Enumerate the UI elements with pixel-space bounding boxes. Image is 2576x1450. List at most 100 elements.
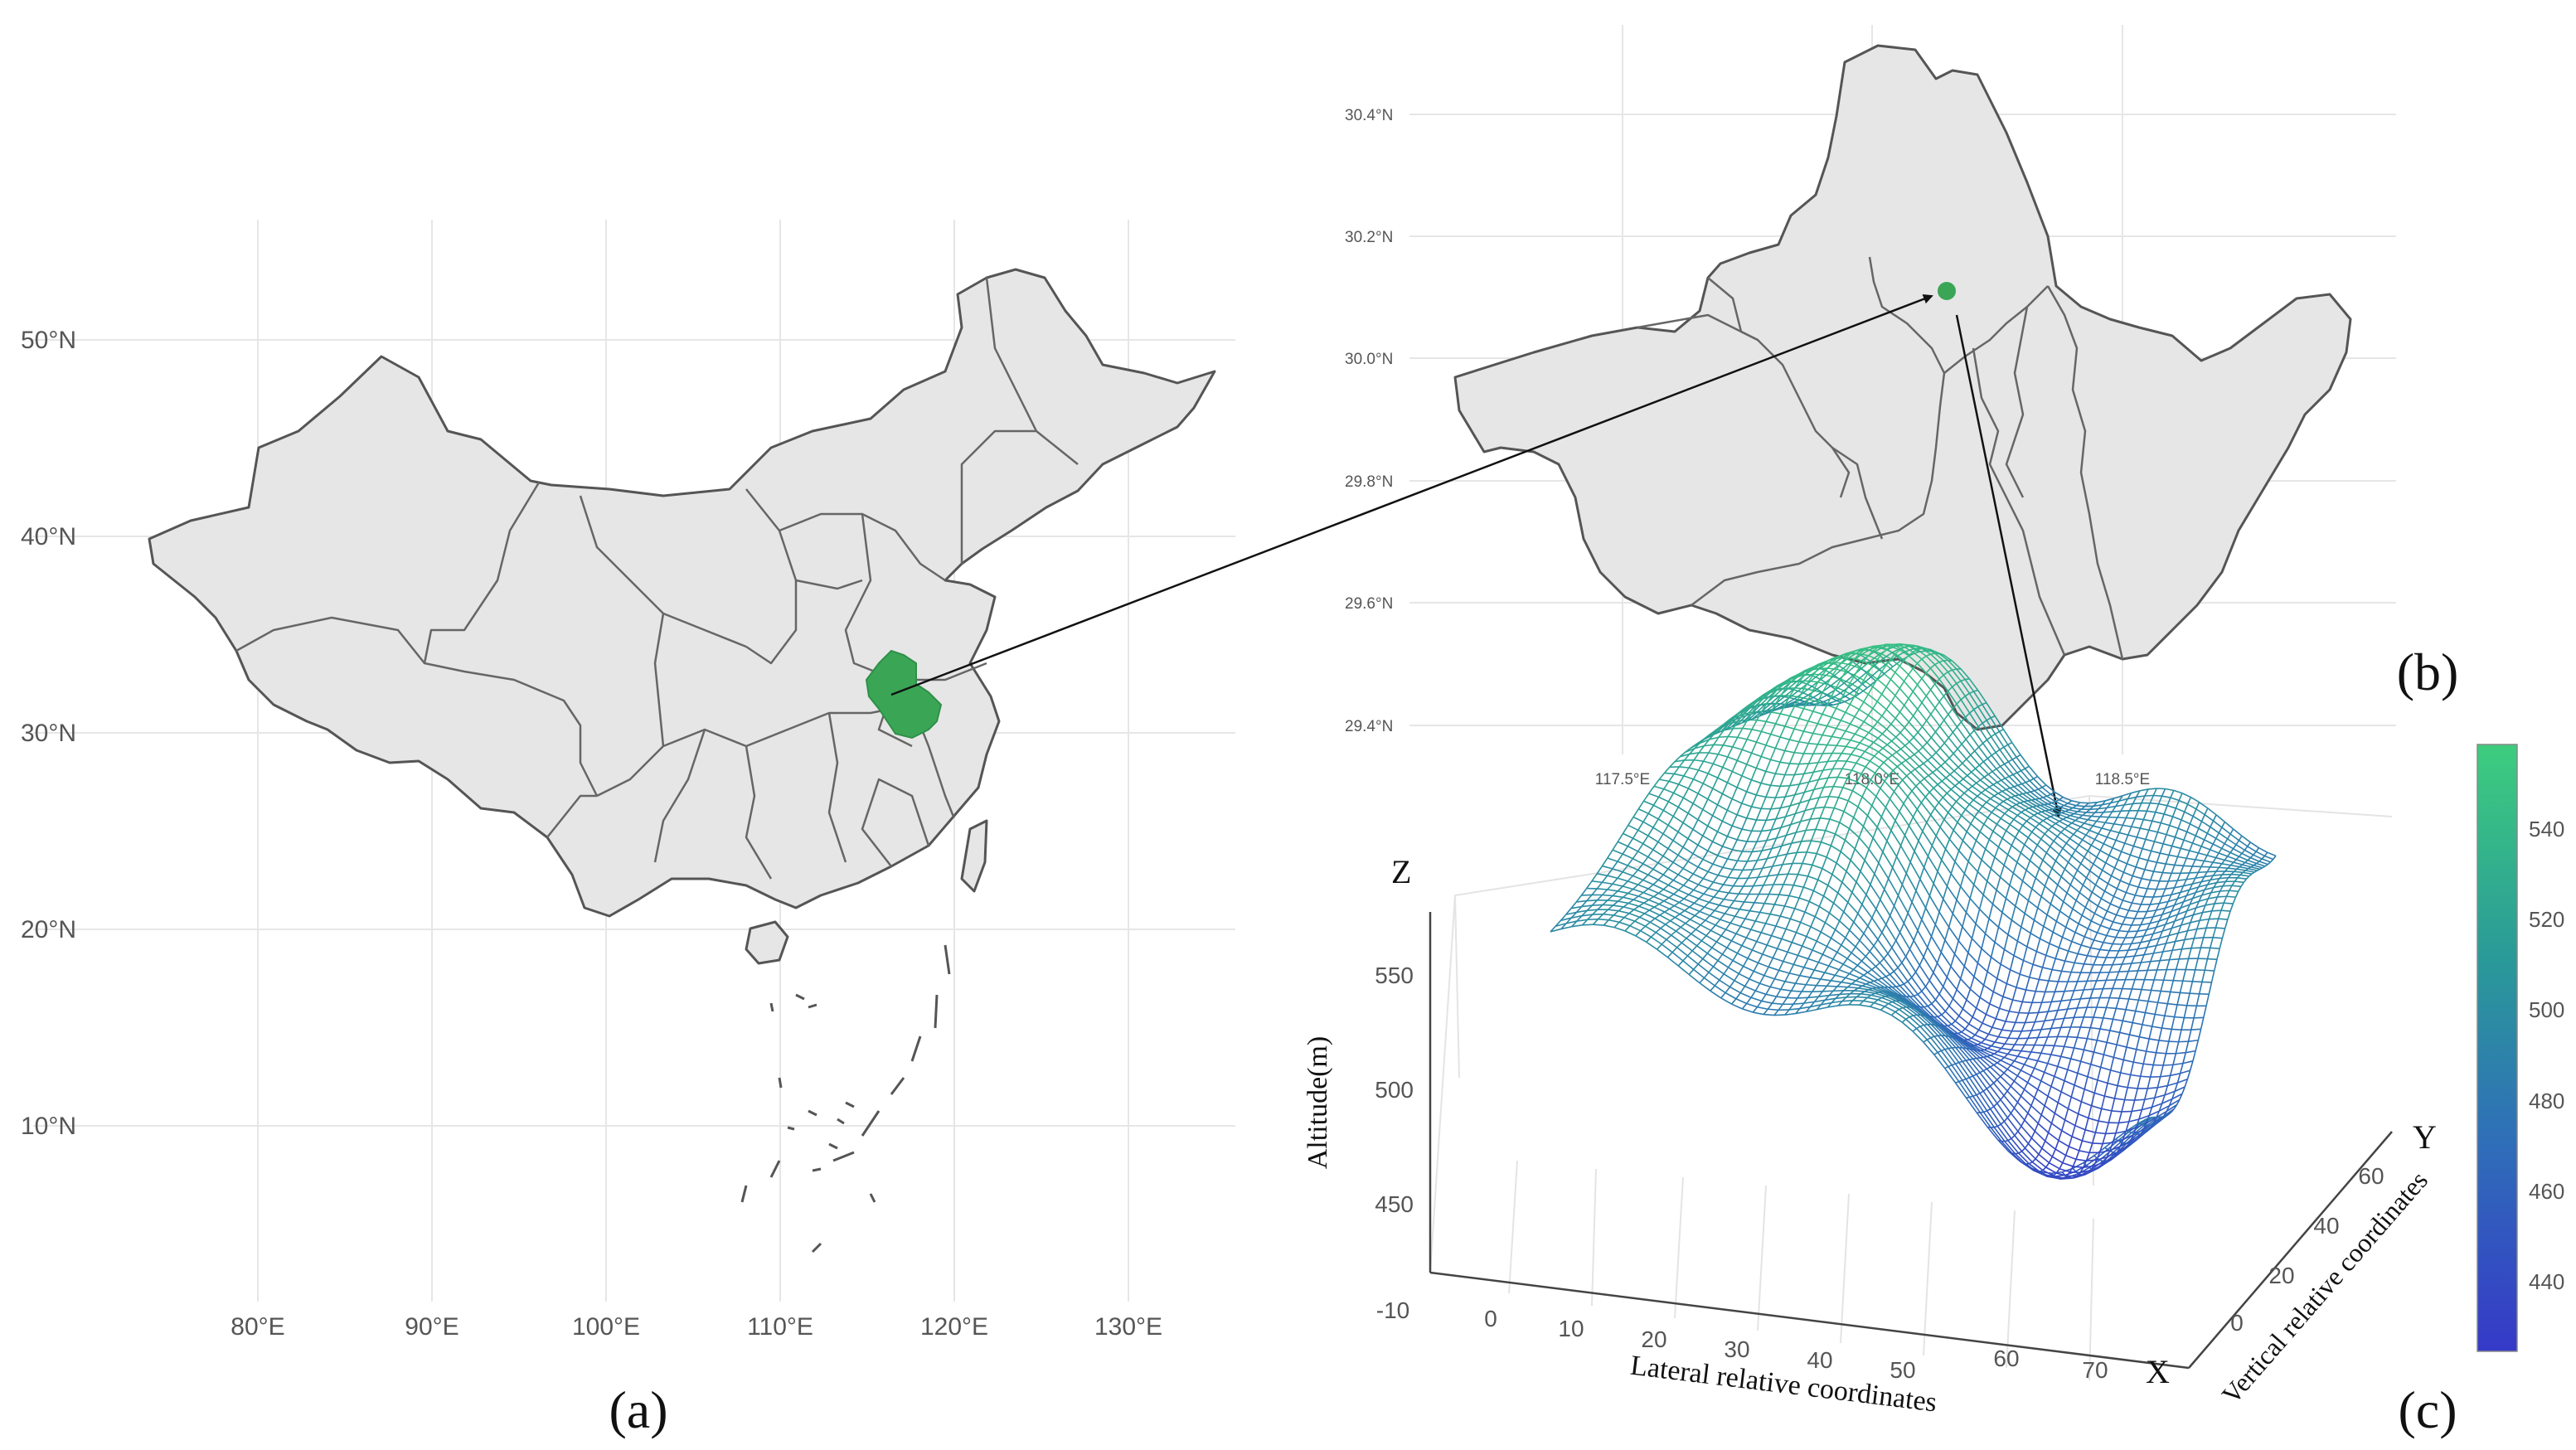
mesh-line [1835,833,1846,841]
mesh-line [2059,901,2064,912]
mesh-line [2021,1050,2031,1053]
mesh-line [1962,1060,1967,1063]
mesh-line [2054,1140,2059,1150]
mesh-line [2119,907,2129,911]
mesh-line [2101,800,2107,806]
mesh-line [1827,776,1838,778]
mesh-line [1858,826,1865,838]
mesh-line [1922,746,1933,758]
mesh-line [2118,832,2128,836]
mesh-line [1977,1022,1983,1031]
mesh-line [1637,863,1644,870]
mesh-line [2045,784,2055,793]
mesh-line [2071,819,2076,824]
mesh-line [2034,788,2039,792]
mesh-line [1798,688,1805,698]
mesh-line [1856,756,1861,764]
mesh-line [1875,992,1880,994]
mesh-line [1843,810,1855,818]
mesh-line [1908,715,1914,723]
mesh-line [1622,865,1628,873]
mesh-line [2007,1137,2012,1142]
mesh-line [1840,840,1846,852]
mesh-line [1646,941,1658,950]
mesh-line [2064,1069,2069,1081]
mesh-line [1831,668,1837,677]
mesh-line [1693,884,1700,891]
mesh-line [1816,931,1822,942]
mesh-line [1850,990,1855,995]
mesh-line [1774,761,1781,774]
mesh-line [1850,748,1856,755]
mesh-line [2207,881,2217,885]
mesh-line [1923,763,1933,773]
mesh-line [1927,759,1938,770]
mesh-line [2145,829,2150,840]
mesh-line [1864,860,1875,875]
mesh-line [1773,687,1784,697]
mesh-line [1683,775,1694,780]
mesh-line [1817,743,1827,746]
mesh-line [1823,895,1835,904]
mesh-line [1832,952,1838,960]
mesh-line [1769,696,1780,705]
mesh-line [1828,786,1834,798]
mesh-line [2016,1095,2022,1103]
mesh-line [1597,888,1608,890]
mesh-line [1830,833,1836,846]
mesh-line [1662,824,1669,835]
mesh-line [2062,842,2067,849]
mesh-line [1924,1005,1928,1008]
mesh-line [2024,1119,2035,1132]
mesh-line [1687,861,1699,868]
mesh-line [1987,773,1998,783]
mesh-line [2227,867,2237,870]
mesh-line [2008,773,2014,778]
mesh-line [1847,983,1852,988]
mesh-line [1950,873,1962,887]
mesh-line [1968,1096,1982,1113]
hainan-island [745,920,789,965]
mesh-line [1736,803,1743,816]
mesh-line [2236,868,2246,871]
mesh-line [1582,924,1594,926]
mesh-line [1908,667,1914,676]
mesh-line [2207,958,2218,961]
mesh-line [1716,941,1728,948]
mesh-line [1784,785,1791,798]
mesh-line [2010,1080,2015,1087]
mesh-line [1912,667,1923,679]
mesh-line [1805,818,1812,831]
mesh-line [1687,853,1694,862]
mesh-line [1979,1093,1991,1110]
mesh-line [1697,760,1705,771]
mesh-line [1970,1044,1982,1051]
mesh-line [2160,958,2170,962]
mesh-line [1693,889,1705,895]
mesh-line [2189,871,2199,874]
mesh-line [2051,968,2062,972]
mesh-line [2059,853,2069,863]
mesh-line [2035,868,2040,879]
mesh-line [1667,884,1679,891]
mesh-line [1591,873,1598,882]
mesh-line [1982,1022,1993,1028]
mesh-line [1856,993,1861,998]
mesh-line [1687,873,1694,881]
mesh-line [1763,696,1770,699]
mesh-line [1845,740,1851,747]
mesh-line [1896,651,1906,657]
mesh-line [1982,805,1992,813]
mesh-line [1860,956,1866,962]
mesh-line [1968,1059,1981,1074]
mesh-line [1703,752,1710,762]
mesh-line [1798,717,1809,722]
mesh-line [1755,920,1766,924]
mesh-line [1909,1006,1914,1009]
mesh-line [1987,770,1993,775]
mesh-line [2072,805,2077,809]
mesh-line [1845,929,1851,938]
mesh-line [2000,1098,2012,1114]
mesh-line [2096,956,2107,958]
mesh-line [1785,681,1792,689]
